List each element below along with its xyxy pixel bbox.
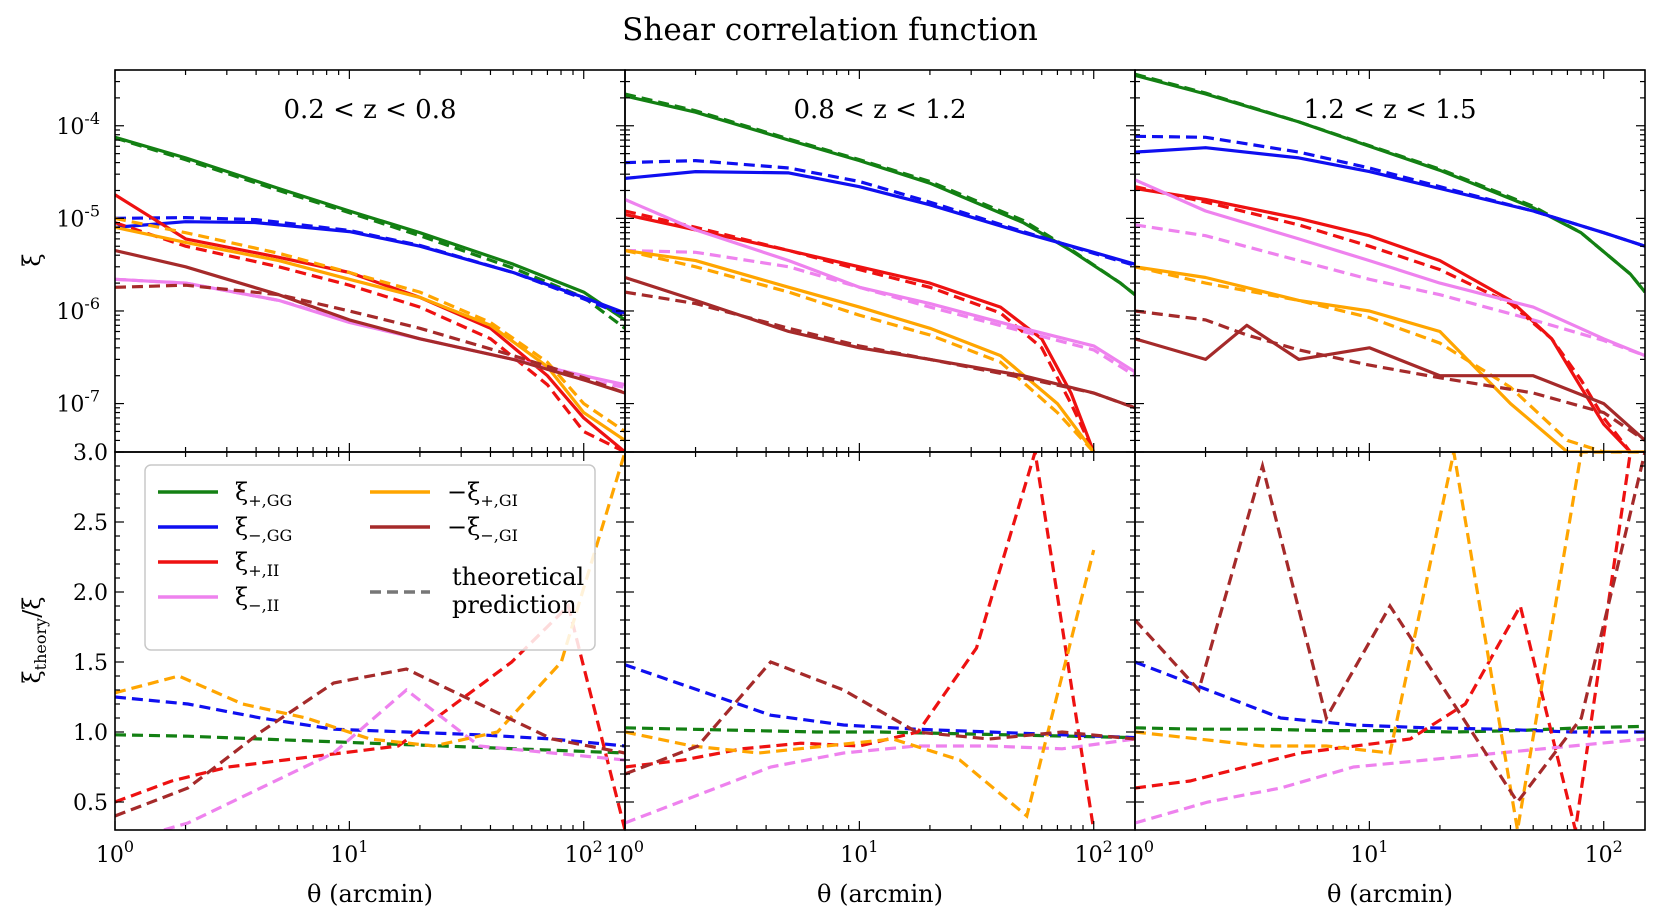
ticks (114, 69, 625, 830)
measured-line-pII (1135, 186, 1632, 452)
theory-line-pGI (115, 216, 625, 433)
theory-line-pGG (625, 92, 1135, 296)
top-y-tick-label: 10-5 (56, 201, 100, 232)
x-axis-title: θ (arcmin) (817, 880, 943, 908)
x-tick-label: 101 (840, 837, 878, 868)
bottom-y-tick-label: 1.0 (73, 721, 108, 746)
ticks (624, 69, 1135, 830)
panel-3: 1.2 < z < 1.5 100 101 102 θ (arcmin) (1116, 69, 1646, 908)
top-series (115, 135, 625, 452)
panel-title: 0.2 < z < 0.8 (283, 95, 456, 125)
ratio-line-mGI (625, 660, 1135, 776)
bottom-y-tick-label: 2.0 (73, 581, 108, 606)
ratio-line-mII (625, 737, 1135, 825)
panel-title: 1.2 < z < 1.5 (1303, 95, 1476, 125)
legend-label-theory-1: theoretical (452, 563, 584, 591)
ratio-line-pGG (1135, 724, 1645, 734)
top-series (625, 92, 1135, 452)
measured-line-pGI (625, 248, 1095, 452)
measured-line-pGI (1135, 265, 1645, 452)
theory-line-mGI (115, 283, 625, 395)
theory-line-pII (1135, 185, 1632, 452)
ratio-line-mII (1135, 737, 1645, 825)
theory-line-pGI (625, 248, 1095, 452)
bottom-y-tick-label-top: 3.0 (73, 441, 108, 466)
x-tick-label: 102 (565, 837, 603, 868)
x-tick-label: 102 (1585, 837, 1623, 868)
top-y-tick-label: 10-6 (56, 294, 100, 325)
bottom-y-tick-label: 2.5 (73, 511, 108, 536)
ratio-line-pII (625, 452, 1096, 830)
ratio-line-mGG (625, 663, 1135, 740)
bottom-frame (624, 451, 1136, 831)
measured-line-mGG (625, 170, 1135, 266)
top-y-axis-title: ξ (18, 253, 46, 266)
figure-title: Shear correlation function (622, 12, 1038, 48)
top-y-tick-label: 10-7 (56, 387, 100, 418)
theory-line-mII (1135, 223, 1645, 358)
x-axis-title: θ (arcmin) (1327, 880, 1453, 908)
top-frame (114, 69, 626, 453)
panel-title: 0.8 < z < 1.2 (793, 95, 966, 125)
bottom-y-tick-label: 1.5 (73, 651, 108, 676)
ratio-line-pGI (115, 452, 625, 748)
ratio-line-pII (1135, 452, 1632, 830)
bottom-y-axis-title: ξtheory/ξ (18, 596, 50, 683)
theory-line-pII (115, 221, 625, 452)
theory-line-mGI (1135, 309, 1645, 442)
top-frame (1134, 69, 1646, 453)
measured-line-pGG (115, 135, 625, 322)
theory-line-mGG (1135, 134, 1645, 248)
ratio-series (115, 452, 625, 830)
legend: ξ+,GGξ−,GGξ+,IIξ−,II−ξ+,GI−ξ−,GItheoreti… (144, 464, 596, 651)
ratio-line-mGI (115, 667, 625, 818)
panel-2: 0.8 < z < 1.2 100 101 102 θ (arcmin) (606, 69, 1136, 908)
measured-line-pGG (625, 94, 1135, 296)
ratio-line-pGI (625, 549, 1096, 819)
ticks (1134, 69, 1645, 830)
theory-line-pGG (1135, 72, 1645, 294)
ratio-line-pGG (115, 733, 625, 755)
x-tick-label: 100 (606, 837, 644, 868)
measured-line-mGG (1135, 146, 1645, 248)
measured-line-pGI (115, 225, 625, 442)
ratio-line-mGG (1135, 660, 1645, 734)
ratio-series (1135, 452, 1645, 830)
ratio-line-mII (157, 687, 625, 830)
theory-line-mII (625, 248, 1135, 378)
measured-line-mII (625, 198, 1135, 374)
ratio-series (625, 452, 1135, 830)
theory-line-mGI (625, 290, 1135, 410)
legend-label-theory-2: prediction (452, 591, 577, 619)
theory-line-mGG (115, 215, 625, 317)
axis-labels: 10-4 10-5 10-6 10-7 3.0 2.5 2.0 1.5 1.0 0.5 ξ ξtheo… (18, 109, 108, 816)
x-axis-title: θ (arcmin) (307, 880, 433, 908)
theory-line-mGG (625, 158, 1135, 268)
top-y-tick-label: 10-4 (56, 109, 100, 140)
x-tick-label: 100 (96, 837, 134, 868)
x-tick-label: 101 (330, 837, 368, 868)
legend-box (144, 464, 596, 651)
ratio-line-mGI (1135, 452, 1645, 805)
measured-line-mGI (115, 248, 625, 395)
ratio-line-pII (115, 602, 625, 830)
theory-line-pGI (1135, 265, 1645, 452)
ratio-line-pGI (1135, 452, 1645, 830)
x-tick-label: 101 (1350, 837, 1388, 868)
measured-line-mGI (625, 275, 1135, 410)
measured-line-mII (1135, 178, 1645, 358)
ratio-line-mGG (115, 695, 625, 748)
measured-line-pII (625, 212, 1096, 452)
bottom-y-tick-label: 0.5 (73, 791, 108, 816)
top-series (1135, 72, 1645, 452)
x-tick-label: 102 (1075, 837, 1113, 868)
bottom-frame (1134, 451, 1646, 831)
x-tick-label: 100 (1116, 837, 1154, 868)
measured-line-mGI (1135, 323, 1645, 442)
